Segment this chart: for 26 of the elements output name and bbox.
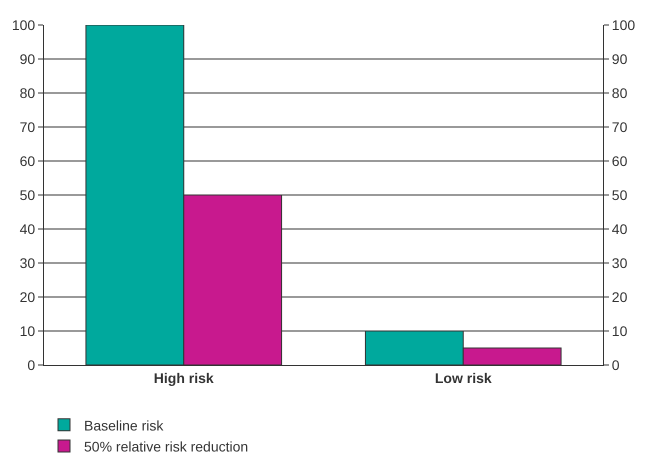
x-tick-label: Low risk <box>434 370 492 386</box>
legend-label: Baseline risk <box>84 417 164 434</box>
y2-tick-label: 40 <box>612 220 628 237</box>
y-tick-label: 90 <box>20 50 36 67</box>
y2-tick-label: 20 <box>612 288 628 305</box>
y2-tick-label: 80 <box>612 84 628 101</box>
x-tick-label: High risk <box>154 370 214 386</box>
y-tick-label: 30 <box>20 254 36 271</box>
y2-tick-label: 90 <box>612 50 628 67</box>
y2-tick-label: 10 <box>612 322 628 339</box>
y-tick-label: 80 <box>20 84 36 101</box>
y2-tick-label: 100 <box>612 16 636 33</box>
y-tick-label: 60 <box>20 152 36 169</box>
y2-tick-label: 0 <box>612 356 620 373</box>
y-tick-label: 40 <box>20 220 36 237</box>
y-tick-label: 50 <box>20 186 36 203</box>
y2-tick-label: 70 <box>612 118 628 135</box>
y2-tick-label: 60 <box>612 152 628 169</box>
y2-tick-label: 50 <box>612 186 628 203</box>
y-tick-label: 70 <box>20 118 36 135</box>
y-tick-label: 0 <box>27 356 36 373</box>
y-tick-label: 100 <box>12 16 36 33</box>
legend-label: 50% relative risk reduction <box>84 438 248 454</box>
y-tick-label: 10 <box>20 322 36 339</box>
y2-tick-label: 30 <box>612 254 628 271</box>
y-tick-label: 20 <box>20 288 36 305</box>
